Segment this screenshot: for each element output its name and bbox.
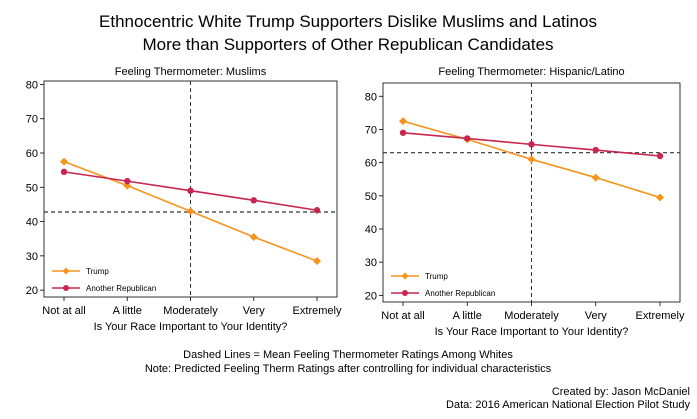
data-point-circle: [656, 152, 664, 160]
x-tick-label: Moderately: [163, 305, 218, 317]
data-point-diamond: [527, 155, 536, 164]
legend-marker-circle: [402, 290, 408, 296]
data-point-circle: [187, 187, 194, 194]
legend-label: Trump: [425, 272, 448, 281]
y-tick-label: 80: [26, 79, 38, 91]
data-point-circle: [313, 207, 321, 214]
legend-marker-circle: [63, 285, 69, 291]
y-tick-label: 30: [365, 257, 377, 269]
panel-title: Feeling Thermometer: Hispanic/Latino: [438, 66, 624, 78]
x-axis-title: Is Your Race Important to Your Identity?: [435, 326, 629, 338]
y-tick-label: 30: [26, 251, 38, 263]
y-tick-label: 20: [365, 290, 377, 302]
legend-label: Trump: [86, 267, 109, 276]
legend-marker-diamond: [401, 272, 409, 280]
data-point-circle: [592, 146, 599, 154]
y-tick-label: 50: [26, 182, 38, 194]
chart-hispanic-latino: Feeling Thermometer: Hispanic/Latino 20 30…: [365, 66, 685, 338]
y-tick-label: 40: [26, 217, 38, 229]
data-point-diamond: [656, 193, 664, 202]
data-point-diamond: [186, 207, 195, 216]
y-tick-label: 80: [365, 91, 377, 103]
data-point-circle: [528, 141, 535, 148]
legend-label: Another Republican: [425, 289, 495, 298]
x-tick-label: Very: [585, 310, 608, 322]
data-point-circle: [60, 168, 68, 176]
data-point-diamond: [591, 173, 600, 182]
legend-label: Another Republican: [86, 284, 156, 293]
credit-author: Created by: Jason McDaniel: [552, 386, 690, 398]
data-point-circle: [464, 135, 471, 142]
y-tick-label: 60: [26, 148, 38, 160]
legend-marker-diamond: [62, 267, 70, 275]
y-tick-label: 50: [365, 191, 377, 203]
figure-title-line2: More than Supporters of Other Republican…: [142, 35, 553, 54]
data-point-diamond: [313, 257, 321, 265]
x-axis-title: Is Your Race Important to Your Identity?: [94, 321, 288, 333]
data-point-circle: [399, 129, 407, 136]
x-tick-label: Extremely: [636, 310, 685, 322]
data-point-circle: [124, 177, 131, 185]
y-tick-label: 40: [365, 224, 377, 236]
x-tick-label: A little: [453, 310, 482, 322]
note-dashed-lines: Dashed Lines = Mean Feeling Thermometer …: [183, 349, 513, 361]
data-point-diamond: [399, 117, 407, 126]
y-tick-label: 70: [26, 114, 38, 126]
credit-data-source: Data: 2016 American National Election Pi…: [446, 399, 690, 411]
data-point-diamond: [60, 157, 68, 166]
chart-muslims: Feeling Thermometer: Muslims 20 30 40 50 60 70…: [26, 66, 342, 333]
y-tick-label: 20: [26, 285, 38, 297]
panel-title: Feeling Thermometer: Muslims: [115, 66, 267, 78]
figure-title-line1: Ethnocentric White Trump Supporters Disl…: [99, 12, 597, 31]
data-point-diamond: [249, 233, 258, 241]
x-tick-label: Not at all: [42, 305, 85, 317]
x-tick-label: Not at all: [381, 310, 424, 322]
x-tick-label: A little: [113, 305, 142, 317]
x-tick-label: Very: [243, 305, 266, 317]
y-tick-label: 70: [365, 124, 377, 136]
x-tick-label: Extremely: [293, 305, 342, 317]
x-tick-label: Moderately: [504, 310, 559, 322]
data-point-circle: [250, 197, 257, 204]
plot-frame: [382, 82, 681, 303]
y-tick-label: 60: [365, 158, 377, 170]
note-predicted-ratings: Note: Predicted Feeling Therm Ratings af…: [145, 363, 552, 375]
